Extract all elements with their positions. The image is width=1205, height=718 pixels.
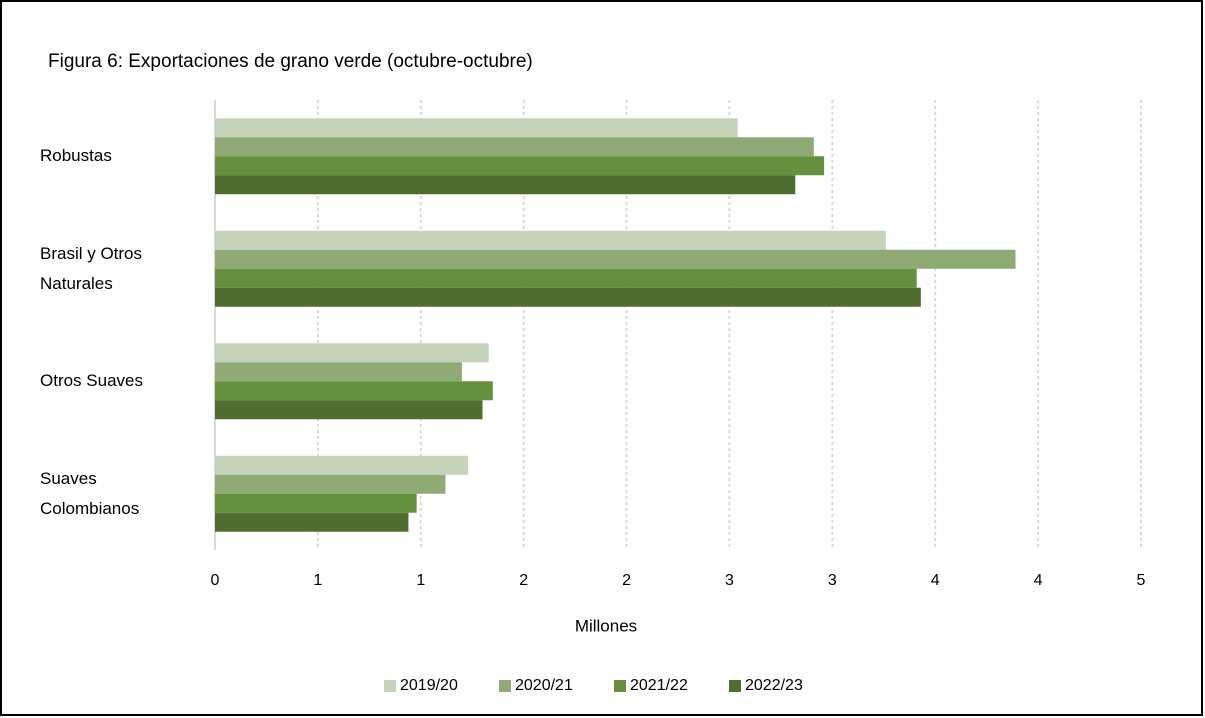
bar: [215, 493, 417, 513]
category-label: Robustas: [40, 146, 112, 166]
legend-swatch: [384, 680, 396, 692]
x-tick-label: 4: [1034, 572, 1043, 589]
bar: [215, 156, 825, 176]
legend-label: 2021/22: [630, 677, 688, 694]
category-label: Suaves Colombianos: [40, 468, 140, 518]
x-tick-label: 2: [519, 572, 528, 589]
x-tick-label: 3: [828, 572, 837, 589]
bar: [215, 381, 493, 401]
x-tick-label: 3: [725, 572, 734, 589]
legend-label: 2020/21: [515, 677, 573, 694]
x-tick-label: 5: [1137, 572, 1146, 589]
bar: [215, 343, 489, 363]
x-tick-label: 0: [211, 572, 220, 589]
legend-label: 2019/20: [400, 677, 458, 694]
category-label: Otros Suaves: [40, 371, 143, 391]
bar: [215, 512, 409, 532]
category-label: Brasil y Otros Naturales: [40, 243, 143, 293]
bar: [215, 249, 1016, 269]
bar: [215, 474, 446, 494]
x-tick-label: 1: [313, 572, 322, 589]
bar: [215, 137, 814, 157]
x-tick-label: 4: [931, 572, 940, 589]
bar: [215, 230, 886, 250]
x-tick-label: 2: [622, 572, 631, 589]
bar: [215, 455, 469, 475]
x-tick-label: 1: [416, 572, 425, 589]
legend-label: 2022/23: [745, 677, 803, 694]
legend-swatch: [499, 680, 511, 692]
bar: [215, 175, 796, 195]
chart-title: Figura 6: Exportaciones de grano verde (…: [48, 51, 533, 72]
bar: [215, 268, 917, 288]
bar: [215, 400, 483, 420]
legend-swatch: [729, 680, 741, 692]
bar: [215, 287, 921, 307]
bar: [215, 118, 738, 138]
legend-swatch: [614, 680, 626, 692]
bar: [215, 362, 462, 382]
x-axis-label: Millones: [575, 616, 637, 635]
